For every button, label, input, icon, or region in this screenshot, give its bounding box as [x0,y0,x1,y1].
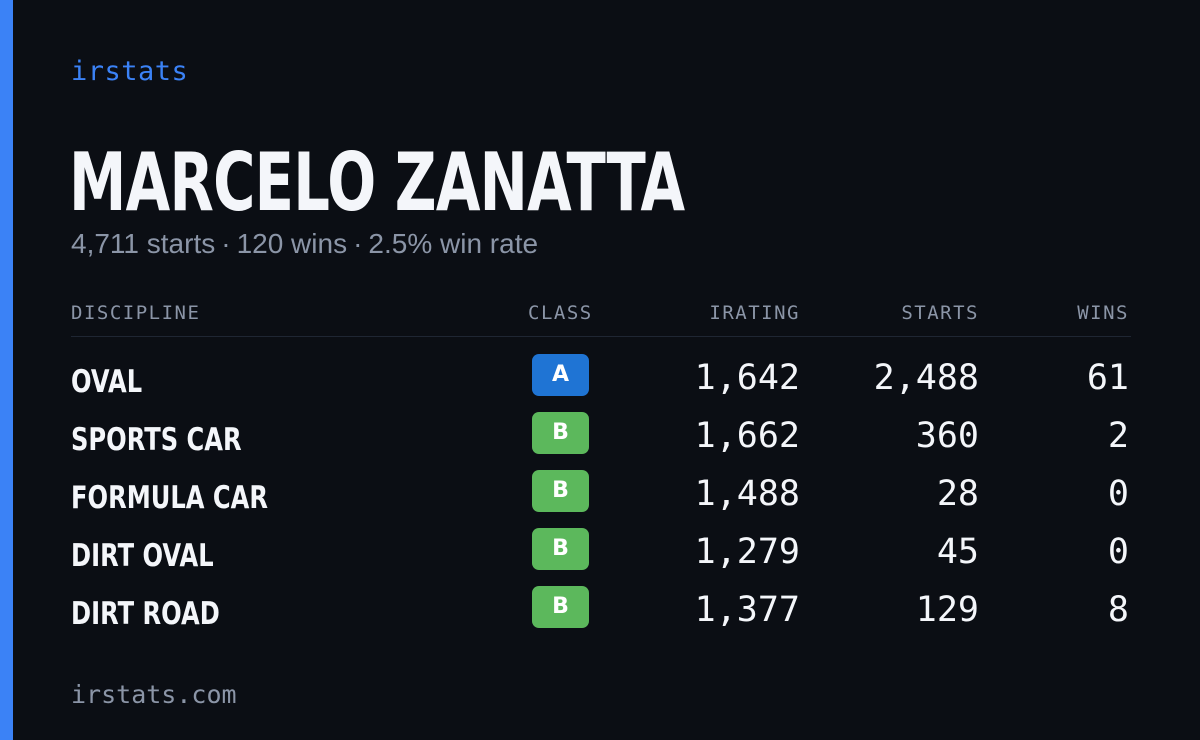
starts-count: 4,711 starts [71,228,216,259]
career-summary: 4,711 starts · 120 wins · 2.5% win rate [71,228,538,260]
wins-value: 0 [1107,474,1129,514]
discipline-name: FORMULA CAR [71,480,269,516]
discipline-name: DIRT ROAD [71,596,220,632]
driver-name: MARCELO ZANATTA [69,136,685,229]
starts-value: 360 [915,416,979,456]
separator: · [221,228,231,259]
class-badge: A [532,354,589,396]
header-discipline: DISCIPLINE [71,302,201,324]
class-badge: B [532,412,589,454]
brand-logo[interactable]: irstats [71,56,189,87]
discipline-name: SPORTS CAR [71,422,242,458]
irating-value: 1,662 [694,416,800,456]
header-class: CLASS [528,302,593,324]
table-row: DIRT OVAL B 1,279 45 0 [71,528,1131,586]
table-row: FORMULA CAR B 1,488 28 0 [71,470,1131,528]
accent-bar [0,0,13,740]
class-badge: B [532,470,589,512]
win-rate: 2.5% win rate [368,228,539,259]
starts-value: 2,488 [873,358,979,398]
table-header: DISCIPLINE CLASS IRATING STARTS WINS [71,298,1131,337]
header-starts: STARTS [901,302,979,324]
class-badge: B [532,528,589,570]
header-irating: IRATING [709,302,800,324]
table-row: DIRT ROAD B 1,377 129 8 [71,586,1131,644]
table-body: OVAL A 1,642 2,488 61 SPORTS CAR B 1,662… [71,354,1131,644]
table-row: SPORTS CAR B 1,662 360 2 [71,412,1131,470]
footer-url[interactable]: irstats.com [71,680,237,709]
table-row: OVAL A 1,642 2,488 61 [71,354,1131,412]
discipline-name: DIRT OVAL [71,538,214,574]
wins-value: 8 [1107,590,1129,630]
stats-table: DISCIPLINE CLASS IRATING STARTS WINS OVA… [71,298,1131,632]
wins-value: 0 [1107,532,1129,572]
header-wins: WINS [1077,302,1129,324]
wins-value: 2 [1107,416,1129,456]
separator: · [353,228,363,259]
wins-count: 120 wins [236,228,348,259]
irating-value: 1,377 [694,590,800,630]
irating-value: 1,642 [694,358,800,398]
starts-value: 129 [915,590,979,630]
class-badge: B [532,586,589,628]
irating-value: 1,279 [694,532,800,572]
starts-value: 28 [936,474,979,514]
irating-value: 1,488 [694,474,800,514]
starts-value: 45 [936,532,979,572]
discipline-name: OVAL [71,364,143,400]
wins-value: 61 [1086,358,1129,398]
